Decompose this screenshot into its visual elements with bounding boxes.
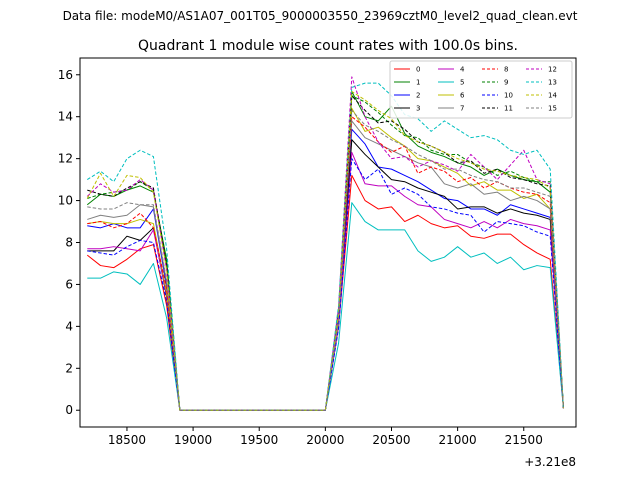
x-tick-label: 18500 <box>108 433 146 447</box>
legend-label-12: 12 <box>548 66 557 74</box>
series-line-12 <box>86 76 564 411</box>
legend-box <box>389 60 573 119</box>
y-tick-label: 0 <box>65 403 73 417</box>
figure-suptitle: Data file: modeM0/AS1A07_001T05_90000035… <box>63 9 578 23</box>
legend-label-10: 10 <box>504 92 513 100</box>
series-line-8 <box>87 116 564 411</box>
series-line-3 <box>87 139 564 411</box>
y-tick-label: 10 <box>58 194 73 208</box>
y-tick-label: 8 <box>65 236 73 250</box>
legend-label-4: 4 <box>460 66 465 74</box>
y-tick-label: 14 <box>58 110 73 124</box>
x-tick-label: 20500 <box>372 433 410 447</box>
y-tick-label: 4 <box>65 319 73 333</box>
legend-label-13: 13 <box>548 79 557 87</box>
x-axis: 18500 19000 19500 20000 20500 21000 21500 <box>108 427 543 447</box>
x-tick-label: 20000 <box>306 433 344 447</box>
legend-label-11: 11 <box>504 105 513 113</box>
legend-label-6: 6 <box>460 92 465 100</box>
y-tick-label: 12 <box>58 152 73 166</box>
series-line-13 <box>87 82 564 411</box>
legend-label-7: 7 <box>460 105 464 113</box>
x-tick-label: 21500 <box>505 433 543 447</box>
y-tick-label: 16 <box>58 68 73 82</box>
legend-label-5: 5 <box>460 79 464 87</box>
x-tick-label: 21000 <box>439 433 477 447</box>
y-axis: 0 2 4 6 8 10 12 14 16 <box>58 68 80 417</box>
legend-label-1: 1 <box>416 79 420 87</box>
chart-title: Quadrant 1 module wise count rates with … <box>138 38 518 54</box>
legend-label-14: 14 <box>548 92 557 100</box>
legend-label-15: 15 <box>548 105 557 113</box>
legend-label-2: 2 <box>416 92 420 100</box>
y-tick-label: 6 <box>65 277 73 291</box>
series-line-14 <box>86 91 564 411</box>
x-offset-label: +3.21e8 <box>524 455 576 469</box>
legend-label-8: 8 <box>504 66 508 74</box>
x-tick-label: 19000 <box>174 433 212 447</box>
y-tick-label: 2 <box>65 361 73 375</box>
legend-label-9: 9 <box>504 79 508 87</box>
x-tick-label: 19500 <box>240 433 278 447</box>
series-line-5 <box>87 202 564 411</box>
series-line-15 <box>87 109 564 411</box>
legend-label-0: 0 <box>416 66 420 74</box>
legend-label-3: 3 <box>416 105 420 113</box>
series-layer <box>86 76 564 411</box>
